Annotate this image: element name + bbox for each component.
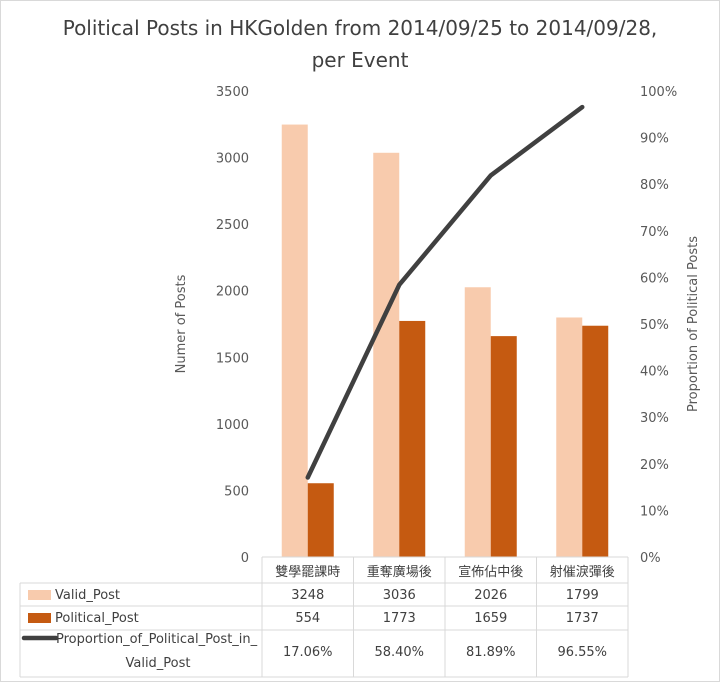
table-row-label: Valid_Post xyxy=(55,588,120,603)
y-right-tick-label: 100% xyxy=(640,85,677,100)
x-tick-label: 重奪廣場後 xyxy=(367,564,432,580)
y-left-tick-label: 2500 xyxy=(216,218,249,233)
chart-title-line-1: Political Posts in HKGolden from 2014/09… xyxy=(62,16,658,40)
bar-political-post xyxy=(582,325,609,557)
table-cell-value: 554 xyxy=(295,611,320,626)
table-cell-value: 1737 xyxy=(566,611,599,626)
y-right-tick-label: 30% xyxy=(640,411,669,426)
table-cell-value: 96.55% xyxy=(557,645,607,660)
table-row-label: Valid_Post xyxy=(125,656,190,671)
y-left-tick-label: 2000 xyxy=(216,285,249,300)
line-proportion-political-post xyxy=(305,104,585,480)
table-cell-value: 17.06% xyxy=(283,645,333,660)
y-right-axis-title: Proportion of Political Posts xyxy=(686,236,701,412)
y-left-tick-label: 1500 xyxy=(216,351,249,366)
bar-valid-post xyxy=(281,124,308,557)
table-cell-value: 1773 xyxy=(383,611,416,626)
x-tick-label: 宣佈佔中後 xyxy=(458,564,523,580)
y-right-tick-label: 10% xyxy=(640,504,669,519)
table-cell-value: 3248 xyxy=(291,588,324,603)
table-row-label: Proportion_of_Political_Post_in_ xyxy=(56,632,258,647)
y-left-tick-label: 3500 xyxy=(216,85,249,100)
table-cell-value: 81.89% xyxy=(466,645,516,660)
y-left-axis-title: Numer of Posts xyxy=(174,274,189,373)
legend-key-political-post xyxy=(28,613,51,623)
y-right-tick-label: 80% xyxy=(640,178,669,193)
legend-key-valid-post xyxy=(28,590,51,600)
bar-valid-post xyxy=(373,152,400,557)
table-cell-value: 3036 xyxy=(383,588,416,603)
y-right-tick-label: 70% xyxy=(640,225,669,240)
y-right-tick-label: 50% xyxy=(640,318,669,333)
y-left-tick-label: 1000 xyxy=(216,418,249,433)
table-cell-value: 1659 xyxy=(474,611,507,626)
table-cell-value: 1799 xyxy=(566,588,599,603)
table-cell-value: 58.40% xyxy=(374,645,424,660)
bar-political-post xyxy=(490,336,517,557)
bar-valid-post xyxy=(464,287,491,557)
x-tick-label: 雙學罷課時 xyxy=(275,564,340,580)
y-right-tick-label: 90% xyxy=(640,132,669,147)
bar-political-post xyxy=(307,483,334,557)
bar-political-post xyxy=(399,320,426,557)
y-right-tick-label: 60% xyxy=(640,271,669,286)
table-cell-value: 2026 xyxy=(474,588,507,603)
x-tick-label: 射催淚彈後 xyxy=(550,564,615,580)
y-left-tick-label: 500 xyxy=(224,484,249,499)
y-right-tick-label: 20% xyxy=(640,458,669,473)
bar-valid-post xyxy=(556,317,583,557)
table-row-label: Political_Post xyxy=(55,611,139,626)
y-right-tick-label: 40% xyxy=(640,365,669,380)
y-right-tick-label: 0% xyxy=(640,551,661,566)
y-left-tick-label: 0 xyxy=(241,551,249,566)
y-left-tick-label: 3000 xyxy=(216,152,249,167)
chart-title-line-2: per Event xyxy=(311,48,409,72)
